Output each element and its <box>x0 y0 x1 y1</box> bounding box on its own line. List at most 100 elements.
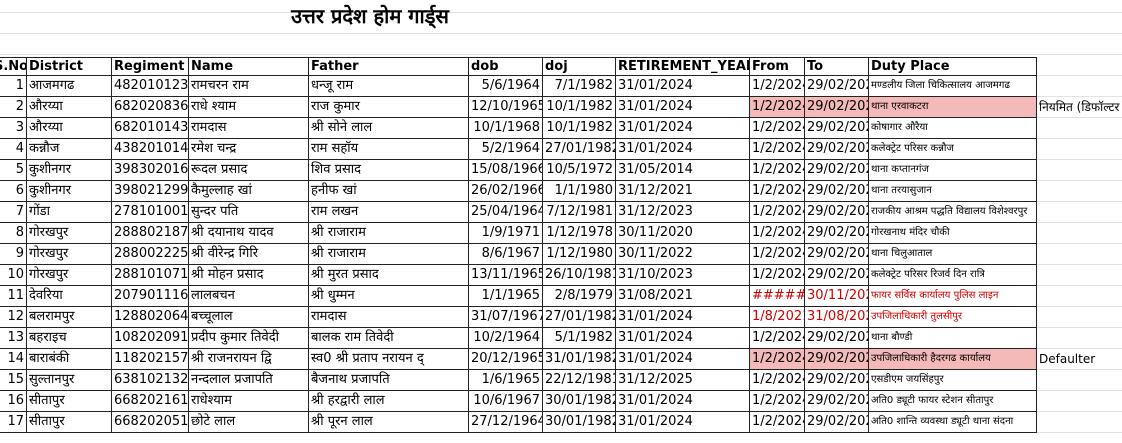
table-cell: आजमगढ <box>27 76 112 97</box>
table-cell: 31/07/1967 <box>469 307 543 328</box>
header-cell: dob <box>469 57 543 76</box>
table-cell: 15/08/1966 <box>469 160 543 181</box>
table-cell: थाना एरवाकटरा <box>869 97 1037 118</box>
table-cell: बैजनाथ प्रजापति <box>309 370 469 391</box>
table-cell: थाना कप्तानगंज <box>869 160 1037 181</box>
table-cell: 15 <box>0 370 27 391</box>
table-cell: थाना चिलुआताल <box>869 244 1037 265</box>
table-cell: 31/01/2024 <box>616 118 750 139</box>
table-cell: 31/08/2021 <box>805 307 869 328</box>
table-cell: अति0 ड्यूटी फायर स्टेशन सीतापुर <box>869 391 1037 412</box>
table-cell: 1 <box>0 76 27 97</box>
table-cell: 29/02/2024 <box>805 97 869 118</box>
table-cell: 14 <box>0 349 27 370</box>
table-cell: 5/1/1982 <box>543 328 616 349</box>
table-cell: 3983020168 <box>112 160 189 181</box>
table-cell: 13/11/1965 <box>469 265 543 286</box>
table-cell: 31/05/2014 <box>616 160 750 181</box>
table-cell: 31/01/2024 <box>616 97 750 118</box>
header-cell: S.No <box>0 57 27 76</box>
table-cell: थाना बौण्डी <box>869 328 1037 349</box>
table-cell: गोरखनाथ मंदिर चौकी <box>869 223 1037 244</box>
table-cell: 17 <box>0 412 27 433</box>
table-cell: 29/02/2024 <box>805 139 869 160</box>
table-cell: 2 <box>0 97 27 118</box>
table-cell: 3 <box>0 118 27 139</box>
table-cell: श्री धुम्मन <box>309 286 469 307</box>
table-cell: कोषागार औरैया <box>869 118 1037 139</box>
table-cell: 1/2/2024 <box>750 370 805 391</box>
table-cell: हनीफ खां <box>309 181 469 202</box>
table-cell: 1/2/2024 <box>750 328 805 349</box>
table-cell: श्री मुरत प्रसाद <box>309 265 469 286</box>
table-cell: 9 <box>0 244 27 265</box>
table-cell: श्री पूरन लाल <box>309 412 469 433</box>
table-cell: 29/02/2024 <box>805 181 869 202</box>
table-cell: श्री मोहन प्रसाद <box>189 265 309 286</box>
table-cell: नन्दलाल प्रजापति <box>189 370 309 391</box>
table-cell: कुशीनगर <box>27 160 112 181</box>
table-cell: 29/02/2024 <box>805 349 869 370</box>
table-cell: 29/02/2024 <box>805 76 869 97</box>
table-cell: 31/01/2024 <box>616 139 750 160</box>
table-cell: बहराइच <box>27 328 112 349</box>
table-cell: 6381021324 <box>112 370 189 391</box>
table-cell: 1/2/2024 <box>750 391 805 412</box>
table-cell: श्री वीरेन्द्र गिरि <box>189 244 309 265</box>
table-cell: 5/2/1964 <box>469 139 543 160</box>
table-cell: 10/2/1964 <box>469 328 543 349</box>
table-cell: 6682021611 <box>112 391 189 412</box>
table-cell: 29/02/2024 <box>805 265 869 286</box>
table-cell: 27/12/1964 <box>469 412 543 433</box>
table-cell: कलेक्ट्रेट परिसर रिजर्व दिन रात्रि <box>869 265 1037 286</box>
table-cell: 8/6/1967 <box>469 244 543 265</box>
table-cell: सीतापुर <box>27 412 112 433</box>
table-cell: 12 <box>0 307 27 328</box>
table-cell: थाना तरयासुजान <box>869 181 1037 202</box>
table-cell: 29/02/2024 <box>805 160 869 181</box>
table-cell: औरय्या <box>27 118 112 139</box>
table-cell: कैमुल्लाह खां <box>189 181 309 202</box>
table-cell: राज कुमार <box>309 97 469 118</box>
table-cell: 31/12/2021 <box>616 181 750 202</box>
table-cell: 10/1/1982 <box>543 97 616 118</box>
table-cell: एसडीएम जयसिंहपुर <box>869 370 1037 391</box>
table-cell: 29/02/2024 <box>805 244 869 265</box>
table-cell: 30/11/2023 <box>805 286 869 307</box>
table-cell: बच्चूलाल <box>189 307 309 328</box>
table-cell: 1/8/2021 <box>750 307 805 328</box>
table-cell: 29/02/2024 <box>805 412 869 433</box>
table-cell: 31/01/2024 <box>616 307 750 328</box>
table-cell: 7/12/1981 <box>543 202 616 223</box>
table-cell: प्रदीप कुमार तिवेदी <box>189 328 309 349</box>
table-cell: 8 <box>0 223 27 244</box>
table-cell: कन्नौज <box>27 139 112 160</box>
table-cell: 7/1/1982 <box>543 76 616 97</box>
remark-cell: Defaulter <box>1039 352 1096 366</box>
table-cell: 2880022258 <box>112 244 189 265</box>
header-cell: Father <box>309 57 469 76</box>
table-cell: कलेक्ट्रेट परिसर कन्नौज <box>869 139 1037 160</box>
table-cell: बाराबंकी <box>27 349 112 370</box>
table-cell: गोरखपुर <box>27 265 112 286</box>
table-cell: 29/02/2024 <box>805 118 869 139</box>
table-cell: 1/2/2024 <box>750 139 805 160</box>
table-cell: बालक राम तिवेदी <box>309 328 469 349</box>
table-cell: 1/2/2024 <box>750 244 805 265</box>
table-cell: राम लखन <box>309 202 469 223</box>
table-cell: सुन्दर पति <box>189 202 309 223</box>
table-cell: कुशीनगर <box>27 181 112 202</box>
table-cell: 26/10/1981 <box>543 265 616 286</box>
table-cell: रामदास <box>309 307 469 328</box>
table-cell: 2/8/1979 <box>543 286 616 307</box>
table-cell: 1/2/2024 <box>750 202 805 223</box>
table-cell: 1288020644 <box>112 307 189 328</box>
table-cell: गोंडा <box>27 202 112 223</box>
header-cell: To <box>805 57 869 76</box>
table-cell: 27/01/1982 <box>543 307 616 328</box>
table-cell: औरय्या <box>27 97 112 118</box>
table-cell: 31/01/1982 <box>543 349 616 370</box>
table-cell: 1/1/1965 <box>469 286 543 307</box>
table-cell: 29/02/2024 <box>805 391 869 412</box>
table-cell: 26/02/1966 <box>469 181 543 202</box>
